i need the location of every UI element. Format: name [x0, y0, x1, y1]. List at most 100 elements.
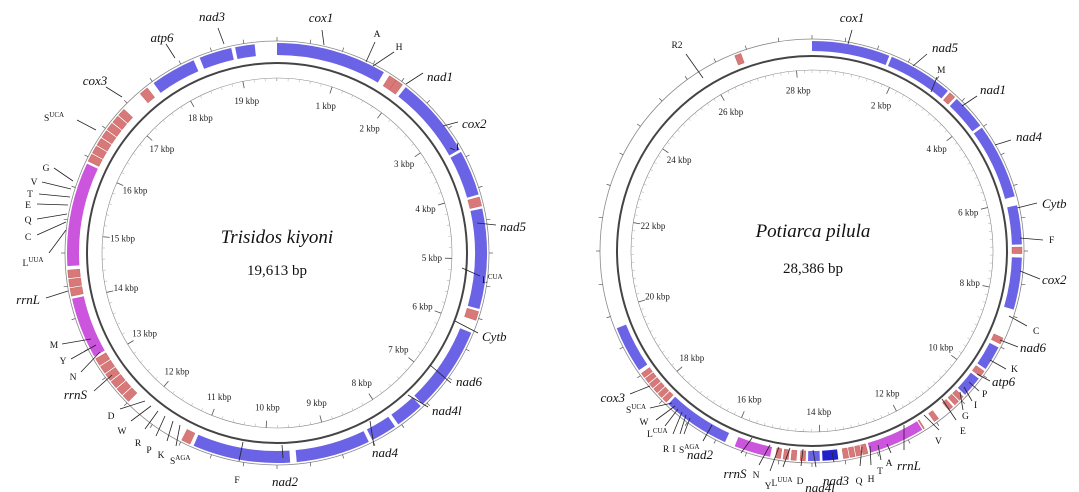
- label-superscript: CUA: [653, 427, 668, 435]
- feature-label: N: [70, 373, 77, 383]
- outer-tick: [372, 60, 376, 65]
- kbp-label: 10 kbp: [929, 342, 954, 352]
- feature-label: LCUA: [482, 273, 503, 286]
- leader-line: [869, 445, 872, 466]
- feature-nad1: [949, 98, 981, 132]
- outer-tick: [1000, 152, 1005, 156]
- outer-tick: [426, 402, 430, 406]
- label-base: S: [626, 406, 631, 416]
- outer-tick: [744, 452, 747, 457]
- major-tick: [414, 152, 421, 158]
- feature-label: LUUA: [772, 476, 793, 489]
- major-tick: [127, 340, 134, 345]
- outer-tick: [465, 154, 470, 158]
- outer-tick: [598, 283, 603, 286]
- major-tick: [633, 222, 641, 225]
- outer-tick: [598, 216, 603, 219]
- label-superscript: UUA: [777, 476, 792, 484]
- kbp-label: 18 kbp: [679, 353, 704, 363]
- feature-rrnl: [867, 421, 923, 453]
- feature-nad4l: [366, 416, 396, 441]
- leader-line: [70, 344, 97, 360]
- leader-line: [461, 267, 481, 277]
- major-tick: [951, 354, 958, 360]
- kbp-label: 10 kbp: [255, 403, 280, 413]
- feature-i: [947, 393, 959, 406]
- outer-tick: [242, 462, 245, 467]
- minor-tick: [139, 144, 143, 147]
- feature-label: R: [663, 445, 670, 455]
- leader-line: [800, 448, 804, 467]
- leader-line: [45, 290, 69, 299]
- feature-nad3: [822, 449, 839, 461]
- feature-label: E: [25, 201, 31, 211]
- minor-tick: [944, 130, 948, 133]
- major-tick: [368, 393, 374, 400]
- minor-tick: [887, 411, 890, 415]
- minor-tick: [661, 350, 665, 353]
- leader-line: [649, 402, 673, 409]
- feature-label: nad1: [980, 82, 1006, 97]
- minor-tick: [858, 422, 860, 426]
- leader-line: [847, 29, 853, 45]
- feature-label: N: [753, 471, 760, 481]
- label-base: S: [679, 446, 684, 456]
- minor-tick: [980, 308, 984, 311]
- minor-tick: [210, 90, 213, 94]
- feature-saga: [122, 387, 138, 402]
- minor-tick: [677, 129, 680, 133]
- kbp-label: 12 kbp: [164, 366, 189, 376]
- feature-label: A: [374, 30, 381, 40]
- leader-line: [989, 359, 1007, 370]
- major-tick: [741, 411, 745, 418]
- minor-tick: [658, 155, 661, 158]
- major-tick: [408, 357, 415, 363]
- kbp-label: 14 kbp: [114, 283, 139, 293]
- feature-w: [100, 359, 115, 374]
- minor-tick: [974, 177, 978, 179]
- kbp-label: 9 kbp: [306, 398, 327, 408]
- minor-tick: [379, 390, 383, 394]
- leader-line: [407, 394, 429, 408]
- kbp-label: 4 kbp: [415, 204, 436, 214]
- label-base: S: [44, 114, 49, 124]
- feature-k: [116, 380, 132, 396]
- feature-k: [972, 365, 985, 377]
- kbp-label: 16 kbp: [737, 394, 762, 404]
- minor-tick: [418, 350, 421, 354]
- leader-line: [429, 364, 452, 384]
- minor-tick: [672, 135, 675, 139]
- leader-line: [105, 86, 123, 98]
- minor-tick: [850, 74, 852, 78]
- minor-tick: [693, 385, 697, 389]
- minor-tick: [331, 416, 333, 420]
- minor-tick: [636, 293, 640, 295]
- minor-tick: [126, 162, 130, 165]
- minor-tick: [927, 113, 930, 116]
- feature-label: R: [135, 439, 142, 449]
- minor-tick: [666, 357, 670, 360]
- feature-v: [112, 115, 128, 130]
- leader-line: [155, 415, 166, 437]
- leader-line: [961, 95, 978, 107]
- minor-tick: [974, 323, 978, 326]
- minor-tick: [914, 395, 918, 399]
- outer-tick: [63, 218, 68, 221]
- feature-label: nad4: [1016, 129, 1043, 144]
- outer-tick: [401, 424, 405, 428]
- minor-tick: [634, 285, 638, 287]
- feature-r: [653, 382, 665, 394]
- outer-tick: [936, 422, 940, 426]
- minor-tick: [341, 412, 344, 416]
- feature-label: nad4l: [805, 480, 835, 492]
- minor-tick: [444, 213, 448, 215]
- feature-c: [92, 145, 107, 159]
- outer-tick: [124, 402, 128, 406]
- minor-tick: [895, 90, 897, 94]
- outer-tick: [1013, 316, 1018, 319]
- feature-atp6: [957, 372, 979, 395]
- outer-tick: [71, 185, 76, 188]
- minor-tick: [140, 360, 143, 363]
- feature-nad4: [973, 127, 1015, 199]
- minor-tick: [734, 87, 737, 91]
